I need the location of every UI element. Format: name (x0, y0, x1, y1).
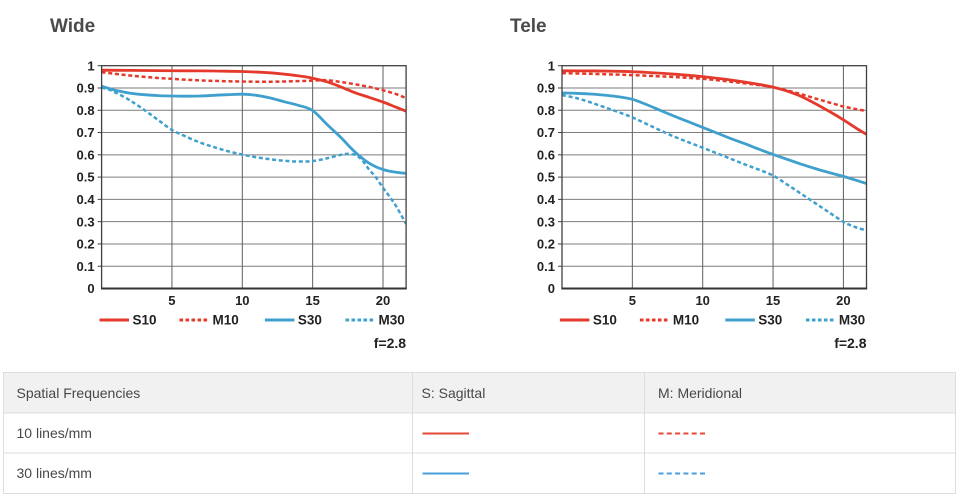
svg-text:f=2.8: f=2.8 (374, 335, 407, 351)
svg-text:15: 15 (766, 293, 780, 308)
svg-text:0.2: 0.2 (77, 237, 95, 252)
svg-text:10 lines/mm: 10 lines/mm (17, 425, 92, 441)
svg-text:0.3: 0.3 (77, 214, 95, 229)
svg-text:10: 10 (235, 293, 249, 308)
svg-text:0.1: 0.1 (77, 259, 95, 274)
svg-text:S30: S30 (298, 313, 322, 328)
svg-text:15: 15 (305, 293, 319, 308)
svg-text:Wide: Wide (50, 16, 95, 37)
svg-text:20: 20 (836, 293, 850, 308)
svg-text:0.6: 0.6 (77, 147, 95, 162)
svg-text:0.7: 0.7 (537, 125, 555, 140)
svg-text:0.6: 0.6 (537, 147, 555, 162)
svg-text:5: 5 (168, 293, 175, 308)
svg-text:0.8: 0.8 (537, 103, 555, 118)
svg-text:S30: S30 (758, 313, 782, 328)
svg-text:1: 1 (548, 58, 555, 73)
svg-text:S: Sagittal: S: Sagittal (422, 385, 486, 401)
svg-text:S10: S10 (133, 313, 157, 328)
svg-text:0.5: 0.5 (77, 170, 95, 185)
svg-text:Spatial Frequencies: Spatial Frequencies (17, 385, 141, 401)
svg-text:M30: M30 (379, 313, 405, 328)
svg-text:0.2: 0.2 (537, 237, 555, 252)
svg-text:M30: M30 (839, 313, 865, 328)
svg-text:0.7: 0.7 (77, 125, 95, 140)
svg-text:0: 0 (548, 281, 555, 296)
svg-text:0.4: 0.4 (537, 192, 556, 207)
svg-text:5: 5 (629, 293, 636, 308)
svg-text:30 lines/mm: 30 lines/mm (17, 465, 92, 481)
svg-text:M10: M10 (213, 313, 239, 328)
svg-text:S10: S10 (593, 313, 617, 328)
svg-text:M10: M10 (673, 313, 699, 328)
svg-text:0.9: 0.9 (537, 81, 555, 96)
svg-text:0.8: 0.8 (77, 103, 95, 118)
svg-text:20: 20 (376, 293, 390, 308)
svg-text:0: 0 (87, 281, 94, 296)
svg-text:M: Meridional: M: Meridional (658, 385, 742, 401)
svg-text:0.1: 0.1 (537, 259, 555, 274)
svg-text:0.3: 0.3 (537, 214, 555, 229)
svg-text:10: 10 (695, 293, 709, 308)
svg-text:1: 1 (87, 58, 94, 73)
svg-text:f=2.8: f=2.8 (834, 335, 867, 351)
svg-text:0.4: 0.4 (77, 192, 96, 207)
svg-text:0.5: 0.5 (537, 170, 555, 185)
svg-text:Tele: Tele (510, 16, 547, 37)
svg-text:0.9: 0.9 (77, 81, 95, 96)
